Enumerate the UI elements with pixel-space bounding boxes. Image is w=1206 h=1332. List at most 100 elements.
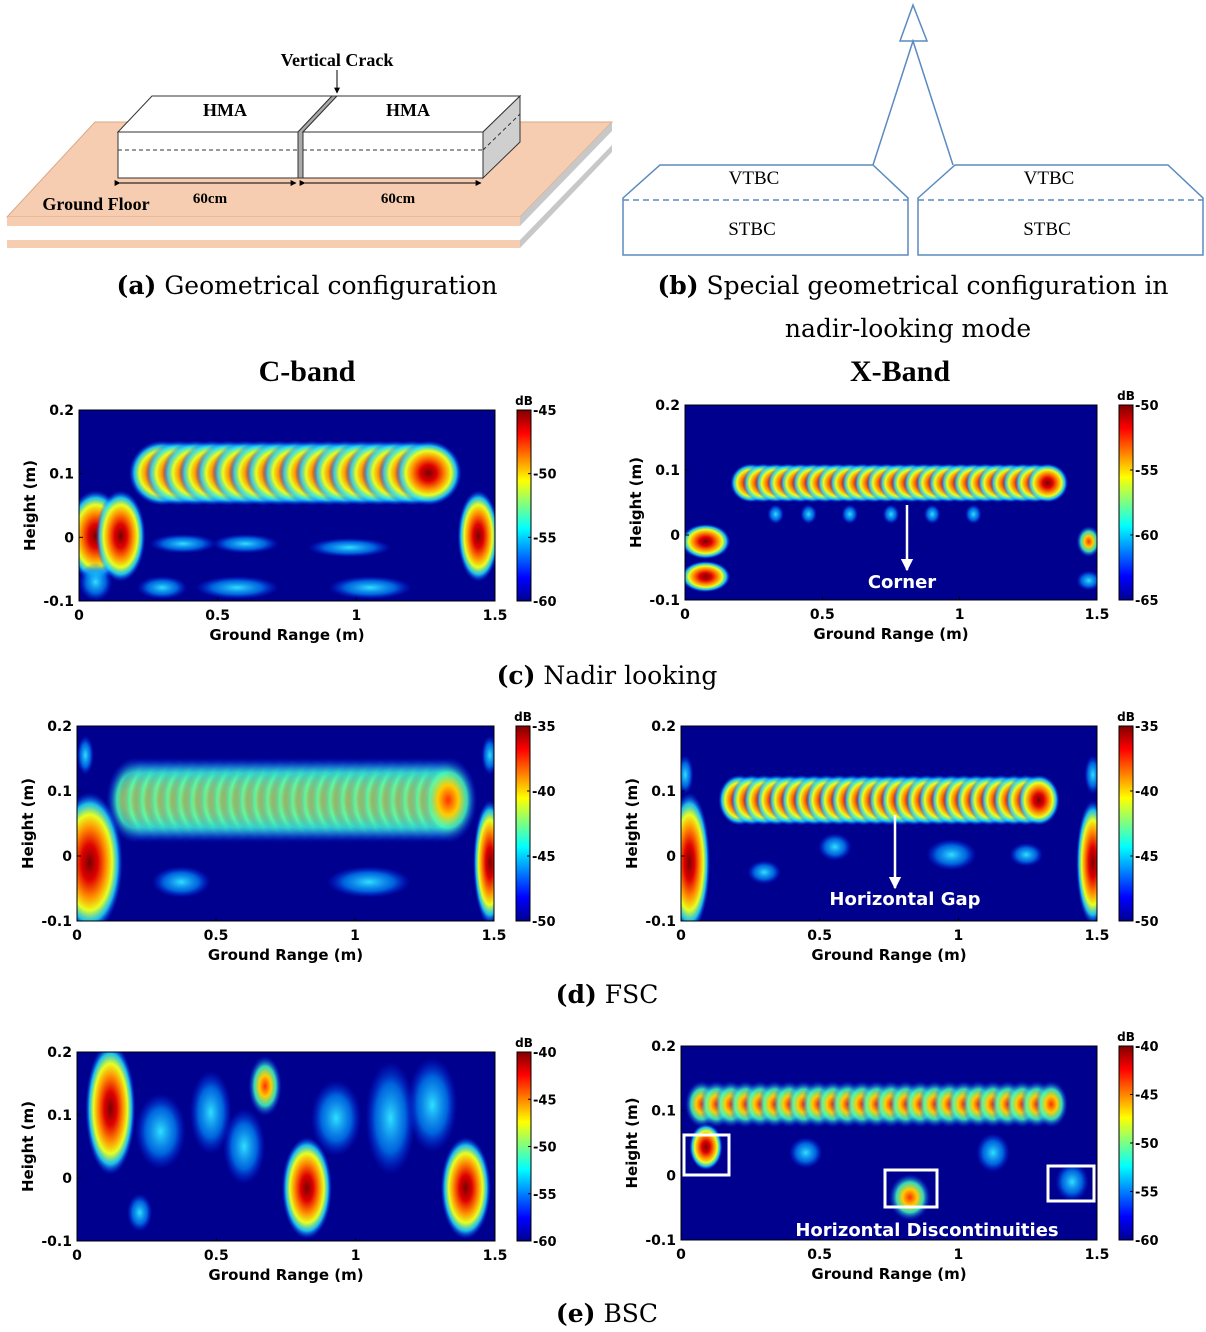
intensity-blob xyxy=(365,1061,416,1175)
y-tick-label: 0.1 xyxy=(655,463,680,479)
x-axis-label: Ground Range (m) xyxy=(209,626,364,644)
colorbar-tick-label: -60 xyxy=(1135,529,1159,544)
y-tick-label: -0.1 xyxy=(41,1234,72,1250)
colorbar-tick-label: -50 xyxy=(1135,915,1159,930)
y-tick-label: 0.2 xyxy=(47,1045,72,1061)
heatmap-bg xyxy=(685,405,1097,600)
colorbar-tick-label: -50 xyxy=(1135,399,1159,414)
x-tick-label: 1 xyxy=(953,928,963,944)
colorbar-tick-label: -45 xyxy=(532,850,556,865)
intensity-blob xyxy=(135,1093,186,1170)
column-title: C-band xyxy=(259,355,356,388)
x-axis-label: Ground Range (m) xyxy=(208,1266,363,1284)
intensity-blob xyxy=(1076,525,1097,558)
intensity-blob xyxy=(473,800,494,921)
caption-text: BSC xyxy=(603,1299,658,1328)
y-tick-label: 0.1 xyxy=(47,1108,72,1124)
caption: (b) Special geometrical configuration in xyxy=(657,271,1168,300)
layer-label: STBC xyxy=(728,219,776,240)
intensity-blob xyxy=(882,504,900,524)
x-tick-label: 0 xyxy=(72,928,82,944)
x-tick-label: 0.5 xyxy=(807,928,832,944)
x-tick-label: 0 xyxy=(74,608,84,624)
x-tick-label: 1.5 xyxy=(1085,607,1110,623)
colorbar-tick-label: -60 xyxy=(1135,1234,1159,1249)
heatmap xyxy=(681,1046,1097,1240)
colorbar-unit: dB xyxy=(515,394,533,408)
colorbar-tick-label: -55 xyxy=(533,1188,557,1203)
annotation: Horizontal Discontinuities xyxy=(795,1220,1058,1241)
y-axis-label: Height (m) xyxy=(19,778,37,869)
x-tick-label: 1 xyxy=(350,928,360,944)
colorbar-tick-label: -55 xyxy=(533,531,557,546)
intensity-blob xyxy=(685,523,731,560)
intensity-blob xyxy=(1076,570,1097,591)
x-tick-label: 1.5 xyxy=(483,608,508,624)
y-tick-label: -0.1 xyxy=(649,593,680,609)
colorbar-tick-label: -55 xyxy=(1135,464,1159,479)
intensity-blob xyxy=(1009,843,1043,867)
colorbar-tick-label: -40 xyxy=(1135,785,1159,800)
intensity-blob xyxy=(800,504,817,524)
y-axis-label: Height (m) xyxy=(623,778,641,869)
ground-label: Ground Floor xyxy=(42,194,149,214)
colorbar-unit: dB xyxy=(1117,389,1135,403)
caption: (e) BSC xyxy=(556,1299,658,1328)
intensity-blob xyxy=(85,1052,136,1175)
intensity-blob xyxy=(926,839,977,871)
x-tick-label: 1 xyxy=(351,1248,361,1264)
intensity-blob xyxy=(79,562,113,601)
colorbar xyxy=(1118,404,1134,601)
layer-label: VTBC xyxy=(729,168,780,189)
plot-frame xyxy=(76,1051,496,1242)
colorbar-tick-label: -35 xyxy=(1135,720,1159,735)
x-tick-label: 0 xyxy=(680,607,690,623)
intensity-blob xyxy=(965,504,982,524)
colorbar-tick-label: -40 xyxy=(1135,1040,1159,1055)
annotation: Corner xyxy=(868,572,936,593)
intensity-blob xyxy=(681,792,711,921)
intensity-blob xyxy=(407,1057,458,1153)
x-axis-label: Ground Range (m) xyxy=(811,1265,966,1283)
y-tick-label: -0.1 xyxy=(645,1233,676,1249)
y-axis-label: Height (m) xyxy=(627,457,645,548)
intensity-blob xyxy=(440,1137,491,1240)
highlight-box xyxy=(883,1168,939,1209)
colorbar-tick-label: -60 xyxy=(533,595,557,610)
intensity-blob xyxy=(223,1108,266,1185)
plot-frame xyxy=(78,409,496,602)
colorbar-tick-label: -50 xyxy=(532,915,556,930)
plot-frame xyxy=(680,725,1098,922)
heatmap xyxy=(77,1052,495,1241)
caption-text: Special geometrical configuration in xyxy=(707,271,1169,300)
intensity-blob xyxy=(457,490,495,582)
x-tick-label: 0 xyxy=(72,1248,82,1264)
colorbar xyxy=(516,409,532,602)
layer-label: VTBC xyxy=(1024,168,1075,189)
intensity-blob xyxy=(923,504,941,524)
heatmap xyxy=(685,405,1097,600)
intensity-blob xyxy=(1076,800,1097,921)
y-tick-label: 0.1 xyxy=(47,784,72,800)
intensity-blob xyxy=(281,1137,332,1240)
length-label: 60cm xyxy=(193,191,228,207)
intensity-blob xyxy=(77,792,123,921)
colorbar xyxy=(1118,725,1134,922)
caption-text: Nadir looking xyxy=(543,661,717,690)
x-tick-label: 0 xyxy=(676,1247,686,1263)
x-tick-label: 1 xyxy=(955,607,965,623)
colorbar-tick-label: -40 xyxy=(533,1046,557,1061)
y-tick-label: 0 xyxy=(666,1168,676,1184)
caption-label: (c) xyxy=(497,661,536,690)
intensity-blob xyxy=(767,504,784,524)
y-tick-label: 0.2 xyxy=(651,719,676,735)
plot-frame xyxy=(684,404,1098,601)
colorbar xyxy=(515,725,531,922)
colorbar-tick-label: -65 xyxy=(1135,594,1159,609)
y-tick-label: 0.2 xyxy=(651,1039,676,1055)
crack-label: Vertical Crack xyxy=(281,50,394,70)
x-axis-label: Ground Range (m) xyxy=(813,625,968,643)
intensity-blob xyxy=(328,576,412,600)
colorbar-tick-label: -50 xyxy=(1135,1137,1159,1152)
colorbar-unit: dB xyxy=(514,710,532,724)
